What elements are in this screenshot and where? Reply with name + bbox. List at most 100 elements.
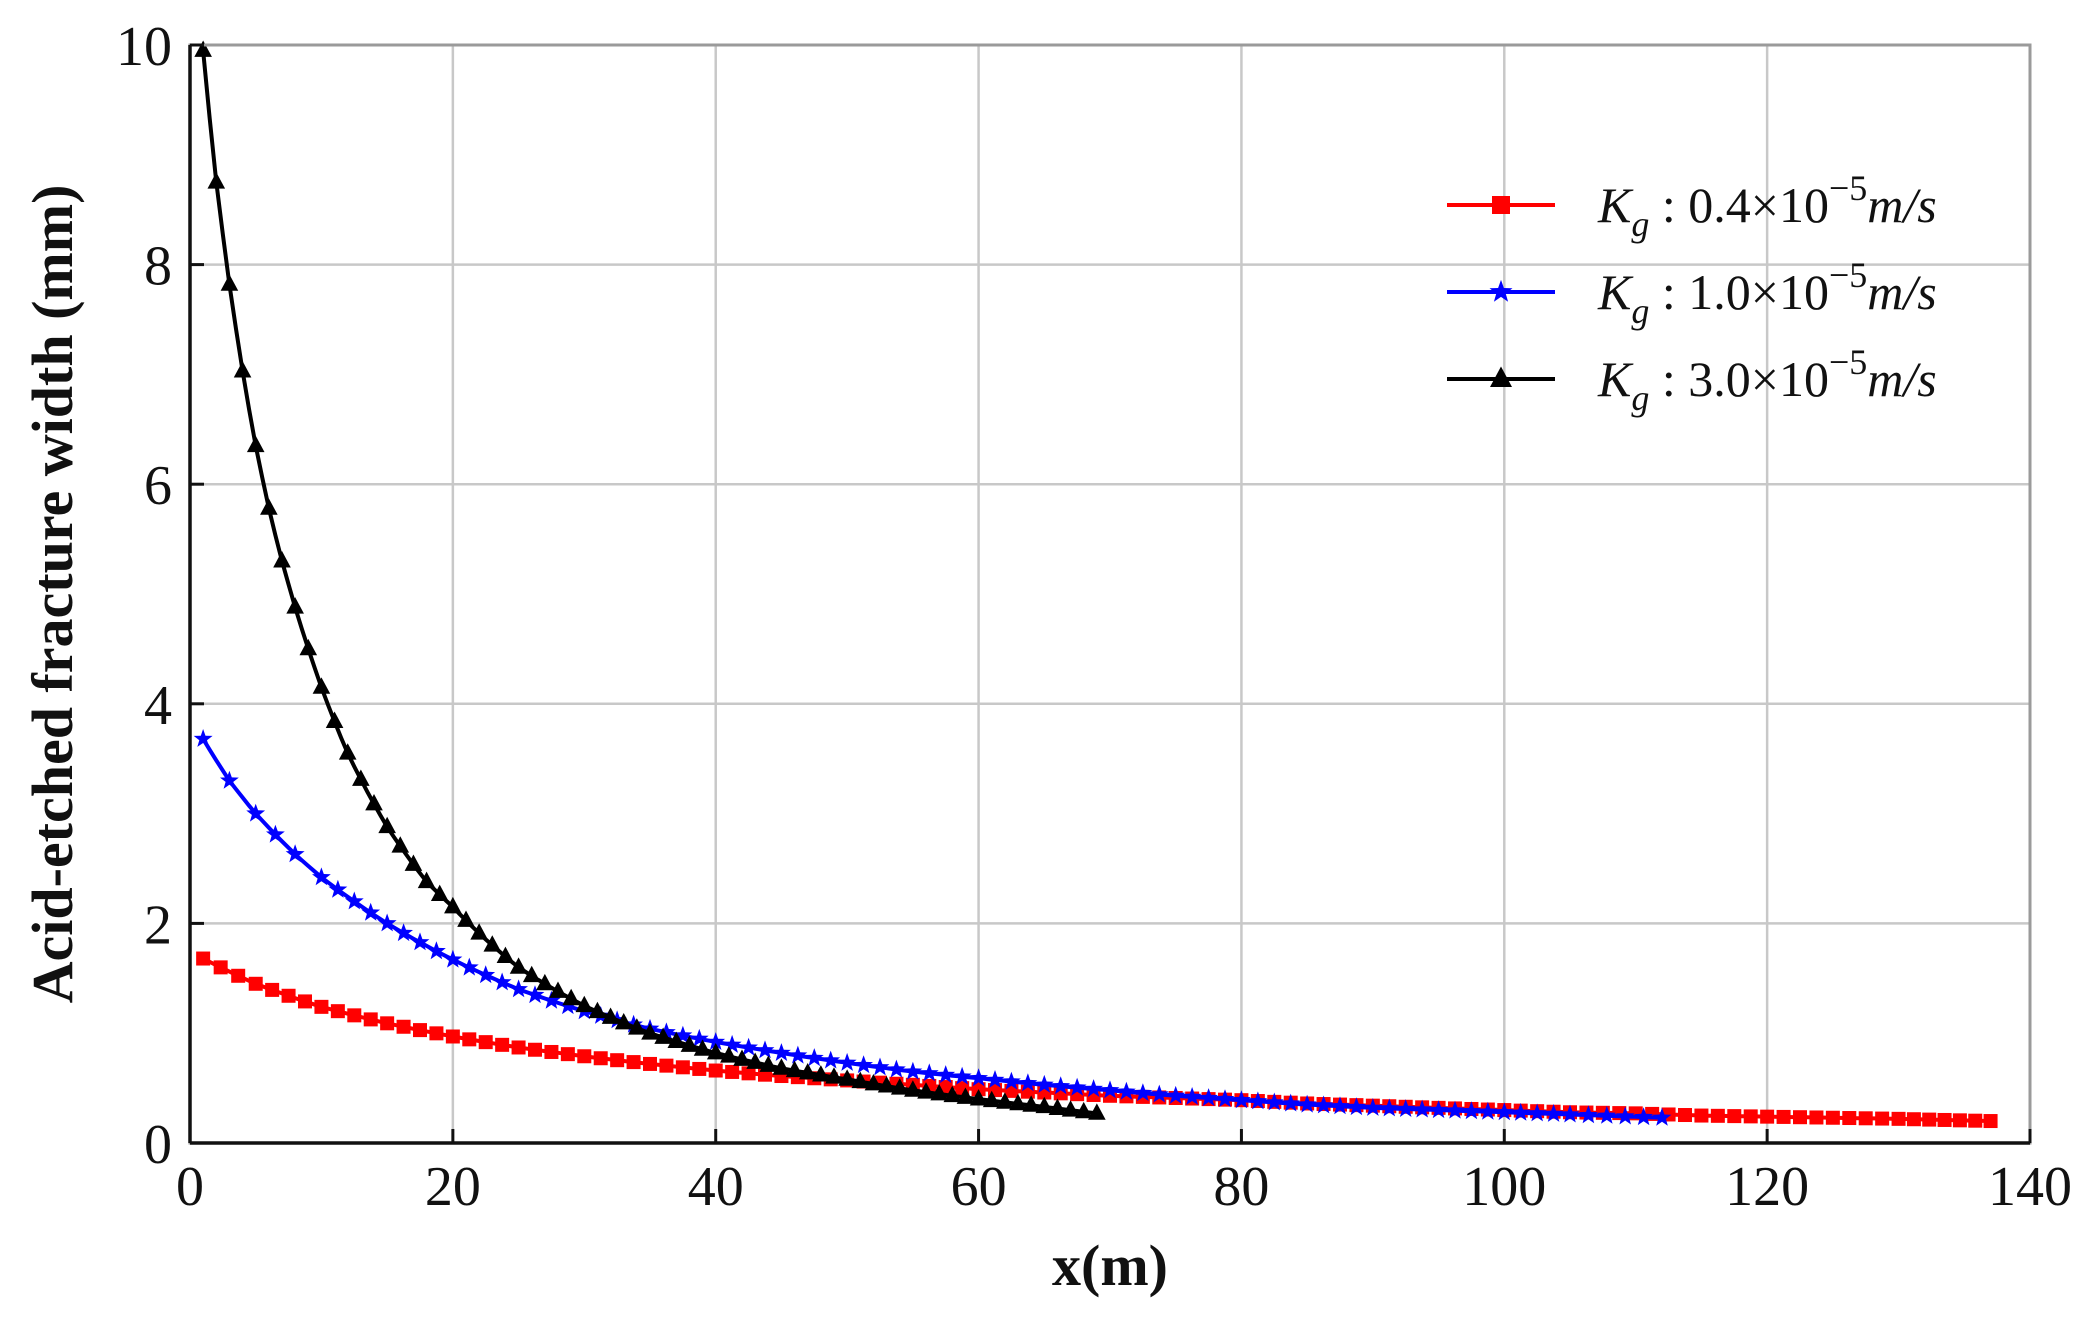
data-point-square [741, 1066, 756, 1081]
data-point-triangle [930, 1084, 948, 1101]
axes [188, 45, 2030, 1145]
data-point-triangle [838, 1069, 856, 1086]
data-point-triangle [746, 1052, 764, 1069]
data-point-square [1858, 1111, 1873, 1126]
data-point-triangle [562, 988, 580, 1006]
data-point-triangle [1048, 1098, 1067, 1115]
data-point-star [1166, 1085, 1186, 1104]
legend-label: Kg : 0.4×10−5m/s [1597, 168, 1937, 244]
data-point-triangle [601, 1007, 620, 1024]
data-point-triangle [233, 361, 252, 378]
data-point-star [1314, 1095, 1333, 1114]
y-tick-label: 4 [144, 675, 172, 737]
data-point-star [755, 1040, 775, 1059]
data-point-triangle [207, 172, 226, 189]
data-point-star [969, 1068, 988, 1087]
data-point-square [314, 999, 329, 1014]
legend-superscript: −5 [1829, 168, 1867, 208]
data-point-triangle [522, 965, 541, 983]
data-point-square [659, 1058, 674, 1073]
data-point-star [919, 1063, 939, 1082]
data-point-star [1489, 279, 1513, 302]
data-point-triangle [1035, 1096, 1054, 1114]
data-point-star [1511, 1102, 1531, 1121]
data-point-triangle [483, 935, 502, 952]
data-point-square [708, 1063, 723, 1078]
series-3 [194, 40, 1106, 1120]
data-point-square [363, 1012, 378, 1027]
data-point-square [445, 1029, 460, 1044]
y-axis-title: Acid-etched fracture width (mm) [20, 185, 85, 1004]
data-point-triangle [286, 597, 304, 614]
data-point-square [1983, 1114, 1998, 1129]
data-point-square [1678, 1108, 1692, 1123]
legend-item: Kg : 1.0×10−5m/s [1447, 255, 1937, 331]
legend-item: Kg : 0.4×10−5m/s [1447, 168, 1937, 244]
data-point-square [1952, 1113, 1967, 1128]
data-point-star [1634, 1107, 1653, 1126]
data-point-star [1579, 1105, 1598, 1124]
data-point-star [1330, 1096, 1350, 1115]
data-point-square [1842, 1111, 1857, 1126]
data-point-square [380, 1016, 395, 1031]
data-point-star [1297, 1094, 1317, 1113]
data-point-star [657, 1022, 676, 1041]
series-1 [196, 951, 1998, 1129]
data-point-star [1412, 1099, 1432, 1118]
data-point-star [722, 1034, 742, 1053]
data-point-triangle [1074, 1101, 1093, 1119]
data-point-triangle [404, 854, 423, 871]
data-point-triangle [338, 743, 357, 760]
data-point-square [1492, 196, 1510, 214]
data-point-square [1710, 1108, 1725, 1123]
data-point-square [265, 982, 280, 997]
data-point-square [544, 1044, 559, 1059]
data-point-triangle [417, 871, 436, 889]
data-point-star [328, 879, 348, 898]
y-tick-label: 10 [116, 16, 172, 78]
data-point-star [312, 867, 331, 886]
data-point-triangle [509, 957, 528, 974]
data-point-square [1793, 1110, 1807, 1125]
x-tick-label: 60 [951, 1156, 1007, 1218]
data-point-star [525, 985, 545, 1004]
data-point-triangle [457, 910, 475, 927]
legend-subscript: g [1631, 291, 1649, 331]
data-point-star [1018, 1073, 1038, 1092]
data-point-triangle [312, 677, 331, 694]
data-point-star [788, 1045, 808, 1064]
data-point-star [459, 957, 479, 976]
data-point-square [577, 1049, 592, 1064]
data-point-triangle [864, 1073, 883, 1091]
data-point-square [495, 1037, 510, 1052]
data-point-star [985, 1070, 1005, 1088]
ticks: 0 20 40 60 80 100 120 140 0 2 4 6 8 10 [116, 16, 2072, 1218]
data-point-triangle [680, 1035, 699, 1052]
data-point-star [246, 803, 266, 822]
data-point-star [739, 1037, 758, 1056]
data-point-square [413, 1023, 427, 1038]
data-point-triangle [982, 1090, 1001, 1108]
legend-unit: m/s [1867, 351, 1936, 407]
data-point-star [870, 1057, 890, 1076]
data-point-star [1396, 1099, 1416, 1117]
data-point-star [1445, 1100, 1465, 1119]
series-2 [193, 729, 1672, 1126]
x-axis-title: x(m) [1052, 1233, 1168, 1298]
data-point-triangle [194, 40, 212, 57]
data-point-triangle [1088, 1103, 1106, 1120]
data-point-star [427, 941, 446, 960]
legend-label: Kg : 3.0×10−5m/s [1597, 342, 1937, 418]
data-point-triangle [325, 711, 344, 728]
legend-label: Kg : 1.0×10−5m/s [1597, 255, 1937, 331]
data-point-triangle [536, 973, 554, 991]
data-point-square [298, 994, 312, 1009]
legend-text: : 0.4×10 [1649, 177, 1829, 233]
data-point-star [394, 923, 413, 942]
data-point-triangle [444, 896, 462, 914]
data-point-square [347, 1008, 362, 1023]
data-point-star [1215, 1089, 1235, 1108]
legend-symbol: K [1597, 264, 1634, 320]
data-point-triangle [798, 1062, 817, 1080]
